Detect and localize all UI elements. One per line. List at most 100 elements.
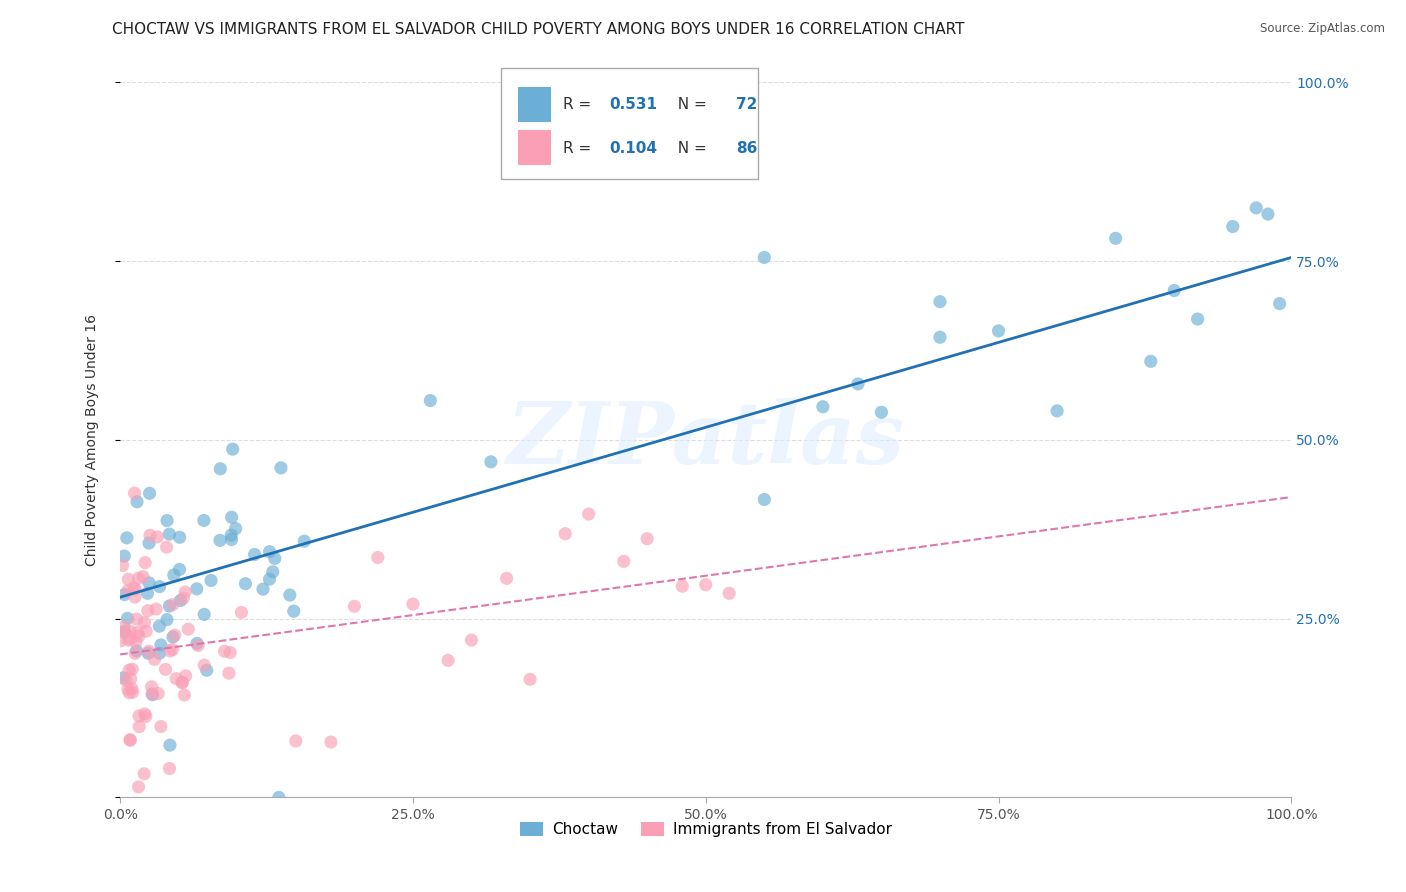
Point bbox=[125, 495, 148, 509]
Point bbox=[754, 251, 776, 265]
Point bbox=[367, 550, 389, 565]
Text: CHOCTAW VS IMMIGRANTS FROM EL SALVADOR CHILD POVERTY AMONG BOYS UNDER 16 CORRELA: CHOCTAW VS IMMIGRANTS FROM EL SALVADOR C… bbox=[112, 22, 965, 37]
Point bbox=[122, 581, 145, 595]
Point bbox=[134, 556, 156, 570]
Point bbox=[120, 672, 142, 686]
Point bbox=[149, 638, 172, 652]
Point bbox=[127, 625, 149, 640]
Point bbox=[120, 624, 142, 639]
Point bbox=[1257, 207, 1279, 221]
Point bbox=[121, 662, 143, 676]
Point bbox=[157, 599, 180, 613]
Point bbox=[695, 578, 717, 592]
Point bbox=[987, 324, 1010, 338]
Point bbox=[172, 591, 194, 606]
Point bbox=[124, 486, 146, 500]
Point bbox=[419, 393, 441, 408]
Point bbox=[259, 572, 281, 586]
Point bbox=[1222, 219, 1244, 234]
Point bbox=[124, 582, 146, 597]
Text: ZIPatlas: ZIPatlas bbox=[506, 398, 905, 482]
Point bbox=[143, 652, 166, 666]
FancyBboxPatch shape bbox=[501, 68, 758, 178]
Point bbox=[128, 571, 150, 585]
Text: N =: N = bbox=[668, 97, 711, 112]
Point bbox=[155, 540, 177, 554]
Bar bbox=[519, 130, 551, 164]
Point bbox=[111, 558, 134, 573]
Point bbox=[187, 639, 209, 653]
Point bbox=[118, 663, 141, 677]
Point bbox=[195, 663, 218, 677]
Point bbox=[1139, 354, 1161, 368]
Text: N =: N = bbox=[668, 141, 711, 156]
Point bbox=[134, 706, 156, 721]
Point bbox=[114, 625, 136, 640]
Point bbox=[270, 461, 292, 475]
Point bbox=[177, 622, 200, 636]
Point bbox=[259, 545, 281, 559]
Text: R =: R = bbox=[562, 141, 596, 156]
Point bbox=[112, 620, 135, 634]
Point bbox=[554, 526, 576, 541]
Point bbox=[157, 527, 180, 541]
Text: 72: 72 bbox=[737, 97, 758, 112]
Point bbox=[200, 574, 222, 588]
Point bbox=[117, 572, 139, 586]
Point bbox=[141, 680, 163, 694]
Point bbox=[125, 612, 148, 626]
Point bbox=[156, 514, 179, 528]
Point bbox=[870, 405, 893, 419]
Point bbox=[138, 486, 160, 500]
Point bbox=[219, 646, 242, 660]
Point bbox=[519, 673, 541, 687]
Point bbox=[671, 579, 693, 593]
Point bbox=[128, 709, 150, 723]
Point bbox=[1244, 201, 1267, 215]
Point bbox=[186, 636, 208, 650]
Point bbox=[225, 522, 247, 536]
Point bbox=[136, 604, 159, 618]
Point bbox=[139, 528, 162, 542]
Point bbox=[121, 681, 143, 696]
Point bbox=[613, 554, 636, 568]
Point bbox=[718, 586, 741, 600]
Point bbox=[169, 530, 191, 544]
Point bbox=[134, 766, 156, 780]
Point bbox=[162, 598, 184, 612]
Point bbox=[173, 688, 195, 702]
Point bbox=[112, 671, 135, 685]
Point bbox=[214, 644, 236, 658]
Point bbox=[141, 687, 163, 701]
Point bbox=[115, 673, 138, 688]
Text: 0.531: 0.531 bbox=[610, 97, 658, 112]
Point bbox=[231, 606, 253, 620]
Point bbox=[117, 583, 139, 598]
Point bbox=[460, 633, 482, 648]
Point bbox=[278, 588, 301, 602]
Point bbox=[262, 565, 284, 579]
Point bbox=[162, 642, 184, 657]
Point bbox=[319, 735, 342, 749]
Point bbox=[343, 599, 366, 614]
Point bbox=[283, 604, 305, 618]
Point bbox=[114, 624, 136, 639]
Legend: Choctaw, Immigrants from El Salvador: Choctaw, Immigrants from El Salvador bbox=[513, 815, 898, 844]
Point bbox=[402, 597, 425, 611]
Point bbox=[209, 462, 232, 476]
Point bbox=[174, 669, 197, 683]
Point bbox=[117, 682, 139, 697]
Point bbox=[145, 602, 167, 616]
Point bbox=[149, 720, 172, 734]
Point bbox=[221, 533, 243, 547]
Point bbox=[174, 585, 197, 599]
Point bbox=[114, 588, 136, 602]
Point bbox=[193, 607, 215, 622]
Point bbox=[124, 646, 146, 660]
Point bbox=[148, 619, 170, 633]
Point bbox=[138, 644, 160, 658]
Point bbox=[148, 686, 170, 700]
Point bbox=[929, 294, 952, 309]
Point bbox=[138, 575, 160, 590]
Point bbox=[193, 658, 215, 673]
